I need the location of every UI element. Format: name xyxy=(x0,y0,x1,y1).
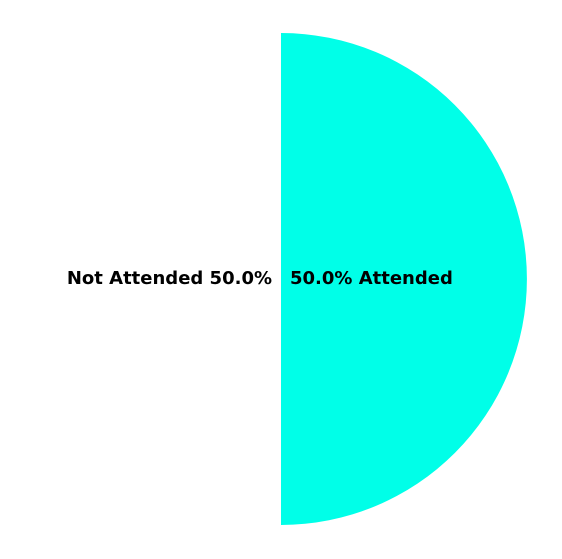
pie-labels: 50.0% Attended Not Attended 50.0% xyxy=(67,268,453,289)
pie-slice-not-attended xyxy=(35,33,281,525)
pie-label-not-attended: Not Attended 50.0% xyxy=(67,268,272,289)
pie-label-attended: 50.0% Attended xyxy=(290,268,453,289)
pie-slices xyxy=(35,33,527,525)
pie-slice-attended xyxy=(281,33,527,525)
